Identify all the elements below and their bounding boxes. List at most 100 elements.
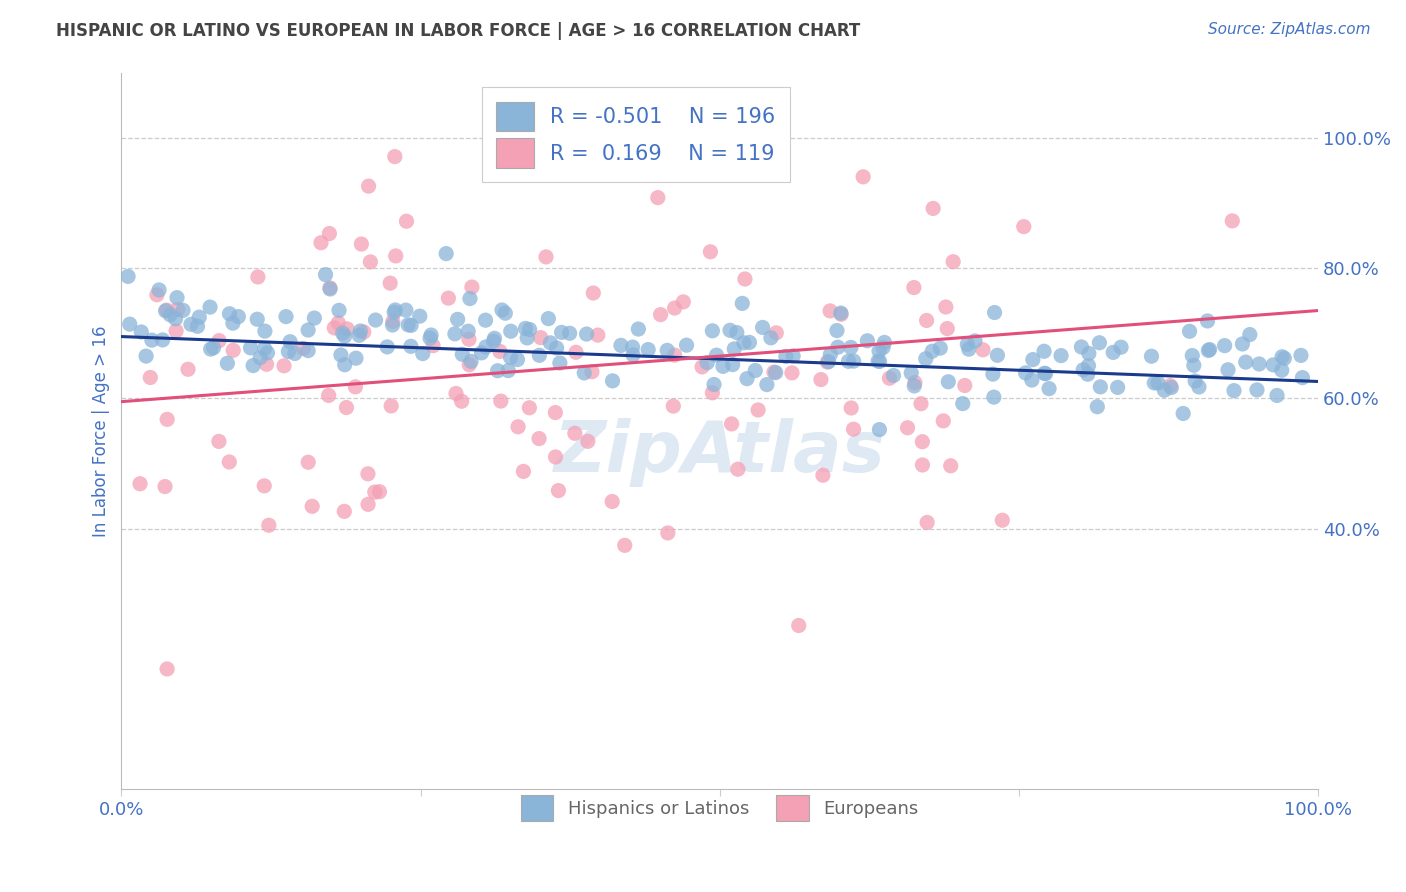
Point [323, 321, 346, 335]
Point [837, 354, 859, 368]
Point [409, 309, 432, 323]
Point [242, 359, 264, 373]
Point [146, 287, 169, 301]
Point [529, 348, 551, 362]
Point [359, 255, 381, 269]
Point [384, 150, 406, 164]
Point [444, 326, 467, 341]
Point [486, 364, 509, 378]
Point [357, 497, 380, 511]
Point [842, 422, 865, 436]
Point [1249, 357, 1271, 371]
Point [1291, 370, 1313, 384]
Point [1246, 383, 1268, 397]
Point [725, 326, 748, 340]
Point [839, 401, 862, 415]
Point [547, 483, 569, 498]
Point [218, 307, 240, 321]
Point [315, 268, 337, 282]
Point [301, 500, 323, 514]
Point [530, 331, 553, 345]
Point [1085, 400, 1108, 414]
Point [1159, 378, 1181, 392]
Point [1153, 383, 1175, 397]
Point [165, 324, 187, 338]
Point [460, 354, 482, 368]
Point [1188, 380, 1211, 394]
Point [1050, 349, 1073, 363]
Point [494, 306, 516, 320]
Point [217, 356, 239, 370]
Point [662, 399, 685, 413]
Point [548, 356, 571, 370]
Point [278, 334, 301, 349]
Point [458, 358, 481, 372]
Point [818, 304, 841, 318]
Point [516, 331, 538, 345]
Point [1178, 324, 1201, 338]
Point [437, 291, 460, 305]
Point [139, 370, 162, 384]
Point [328, 303, 350, 318]
Point [1223, 384, 1246, 398]
Point [1102, 345, 1125, 359]
Point [156, 303, 179, 318]
Point [956, 337, 979, 351]
Point [446, 312, 468, 326]
Point [135, 349, 157, 363]
Point [1077, 359, 1099, 373]
Point [165, 311, 187, 326]
Point [723, 342, 745, 356]
Point [156, 412, 179, 426]
Point [637, 343, 659, 357]
Point [711, 359, 734, 374]
Point [257, 518, 280, 533]
Point [450, 394, 472, 409]
Point [1182, 359, 1205, 373]
Point [544, 450, 567, 464]
Point [198, 300, 221, 314]
Point [1107, 380, 1129, 394]
Point [957, 342, 980, 356]
Point [297, 323, 319, 337]
Point [911, 434, 934, 449]
Point [820, 347, 842, 361]
Point [384, 303, 406, 318]
Point [544, 405, 567, 419]
Point [602, 374, 624, 388]
Point [900, 366, 922, 380]
Point [335, 401, 357, 415]
Point [675, 338, 697, 352]
Point [395, 303, 418, 318]
Point [558, 326, 581, 341]
Point [720, 417, 742, 431]
Point [228, 310, 250, 324]
Point [484, 331, 506, 345]
Point [830, 306, 852, 320]
Point [915, 516, 938, 530]
Point [830, 307, 852, 321]
Point [297, 343, 319, 358]
Point [475, 340, 498, 354]
Point [333, 358, 356, 372]
Point [1035, 367, 1057, 381]
Point [1033, 344, 1056, 359]
Point [349, 324, 371, 338]
Point [304, 311, 326, 326]
Point [986, 348, 1008, 362]
Point [702, 324, 724, 338]
Point [152, 333, 174, 347]
Point [117, 269, 139, 284]
Point [546, 341, 568, 355]
Point [780, 366, 803, 380]
Point [329, 348, 352, 362]
Point [775, 350, 797, 364]
Point [1197, 314, 1219, 328]
Point [534, 250, 557, 264]
Point [879, 371, 901, 385]
Point [664, 348, 686, 362]
Point [489, 394, 512, 409]
Point [574, 366, 596, 380]
Point [1014, 366, 1036, 380]
Point [935, 300, 957, 314]
